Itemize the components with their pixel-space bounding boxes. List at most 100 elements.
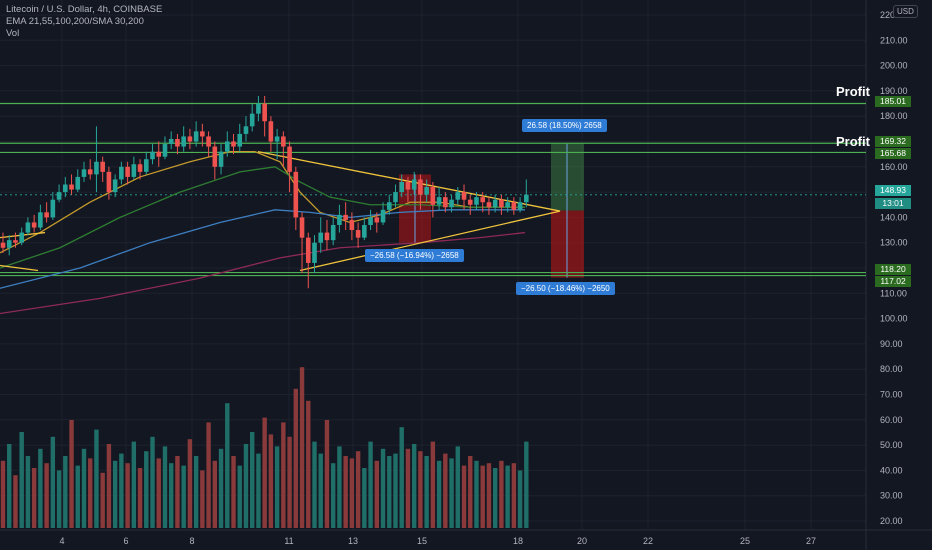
candle-body bbox=[349, 219, 355, 231]
volume-bar bbox=[81, 448, 87, 528]
candle-body bbox=[50, 199, 56, 218]
candle-body bbox=[69, 184, 74, 190]
volume-bar bbox=[162, 446, 168, 528]
candle-body bbox=[418, 179, 423, 195]
volume-bar bbox=[443, 453, 448, 528]
volume-bar bbox=[374, 460, 379, 528]
y-tick-label: 40.00 bbox=[880, 465, 903, 475]
candle-body bbox=[443, 197, 448, 208]
candle-body bbox=[436, 197, 442, 205]
volume-bar bbox=[337, 446, 342, 528]
y-tick-label: 20.00 bbox=[880, 516, 903, 526]
candle-body bbox=[81, 169, 87, 177]
volume-bar bbox=[218, 448, 224, 528]
volume-bar bbox=[355, 451, 361, 528]
candle-body bbox=[505, 202, 510, 208]
candle-body bbox=[480, 197, 486, 203]
volume-legend[interactable]: Vol bbox=[6, 28, 20, 39]
candle-body bbox=[405, 181, 411, 190]
volume-bar bbox=[63, 456, 68, 528]
volume-bar bbox=[306, 400, 311, 528]
candle-body bbox=[218, 151, 224, 167]
candle-body bbox=[181, 136, 186, 147]
symbol-title[interactable]: Litecoin / U.S. Dollar, 4h, COINBASE bbox=[6, 4, 163, 15]
volume-bar bbox=[187, 439, 193, 528]
volume-bar bbox=[418, 451, 423, 528]
ema-55-line bbox=[0, 166, 525, 269]
candle-body bbox=[386, 202, 392, 210]
volume-bar bbox=[299, 367, 305, 528]
volume-bar bbox=[212, 460, 218, 528]
candle-body bbox=[13, 240, 18, 243]
volume-bar bbox=[524, 441, 529, 528]
candle-body bbox=[517, 202, 523, 210]
x-tick-label: 6 bbox=[123, 536, 128, 546]
volume-bar bbox=[461, 465, 467, 528]
candle-body bbox=[312, 242, 317, 263]
indicator-legend[interactable]: EMA 21,55,100,200/SMA 30,200 bbox=[6, 16, 144, 27]
y-tick-label: 160.00 bbox=[880, 162, 908, 172]
volume-bar bbox=[393, 453, 398, 528]
y-tick-label: 60.00 bbox=[880, 415, 903, 425]
y-tick-label: 30.00 bbox=[880, 491, 903, 501]
volume-bar bbox=[287, 436, 292, 528]
y-tick-label: 130.00 bbox=[880, 238, 908, 248]
volume-bar bbox=[318, 453, 323, 528]
volume-bar bbox=[94, 429, 99, 528]
candle-body bbox=[455, 192, 461, 200]
volume-bar bbox=[468, 456, 473, 528]
volume-bar bbox=[449, 458, 454, 528]
volume-bar bbox=[436, 460, 442, 528]
volume-bar bbox=[119, 453, 124, 528]
volume-bar bbox=[324, 420, 330, 528]
candle-body bbox=[393, 192, 398, 203]
volume-bar bbox=[88, 458, 93, 528]
candle-body bbox=[56, 192, 62, 200]
candle-body bbox=[237, 133, 243, 147]
candle-body bbox=[206, 136, 211, 147]
volume-bar bbox=[31, 468, 37, 528]
candle-body bbox=[324, 232, 330, 241]
y-tick-label: 70.00 bbox=[880, 390, 903, 400]
short-position-measure[interactable]: −26.50 (−18.46%) −2650 bbox=[516, 282, 615, 295]
bar-countdown-tag: 13:01 bbox=[875, 198, 911, 209]
volume-bar bbox=[200, 470, 205, 528]
long-position-measure[interactable]: 26.58 (18.50%) 2658 bbox=[522, 119, 607, 132]
volume-bar bbox=[405, 448, 411, 528]
price-tag-117: 117.02 bbox=[875, 276, 911, 287]
volume-bar bbox=[343, 456, 348, 528]
volume-bar bbox=[486, 463, 492, 528]
volume-bar bbox=[430, 441, 436, 528]
y-tick-label: 90.00 bbox=[880, 339, 903, 349]
volume-bar bbox=[50, 436, 56, 528]
candle-body bbox=[224, 141, 230, 152]
volume-bar bbox=[424, 456, 429, 528]
volume-bar bbox=[100, 472, 105, 528]
y-tick-label: 200.00 bbox=[880, 61, 908, 71]
candle-body bbox=[411, 179, 417, 190]
pattern-measure[interactable]: −26.58 (−16.94%) −2658 bbox=[365, 249, 464, 262]
candle-body bbox=[281, 136, 286, 147]
profit-label-mid: Profit bbox=[836, 134, 870, 149]
volume-bar bbox=[0, 460, 6, 528]
candle-body bbox=[25, 222, 31, 233]
volume-bar bbox=[175, 456, 180, 528]
currency-button[interactable]: USD bbox=[893, 5, 918, 18]
volume-bar bbox=[13, 475, 18, 528]
volume-bar bbox=[156, 458, 161, 528]
candle-body bbox=[212, 146, 218, 167]
y-tick-label: 140.00 bbox=[880, 212, 908, 222]
volume-bar bbox=[293, 388, 299, 528]
x-tick-label: 18 bbox=[513, 536, 523, 546]
candle-body bbox=[355, 230, 361, 238]
candle-body bbox=[168, 138, 174, 145]
candle-body bbox=[75, 176, 81, 190]
volume-bar bbox=[387, 456, 392, 528]
volume-bar bbox=[455, 446, 460, 528]
volume-bar bbox=[256, 453, 261, 528]
volume-bar bbox=[150, 436, 155, 528]
candle-body bbox=[256, 103, 261, 114]
volume-bar bbox=[517, 470, 523, 528]
